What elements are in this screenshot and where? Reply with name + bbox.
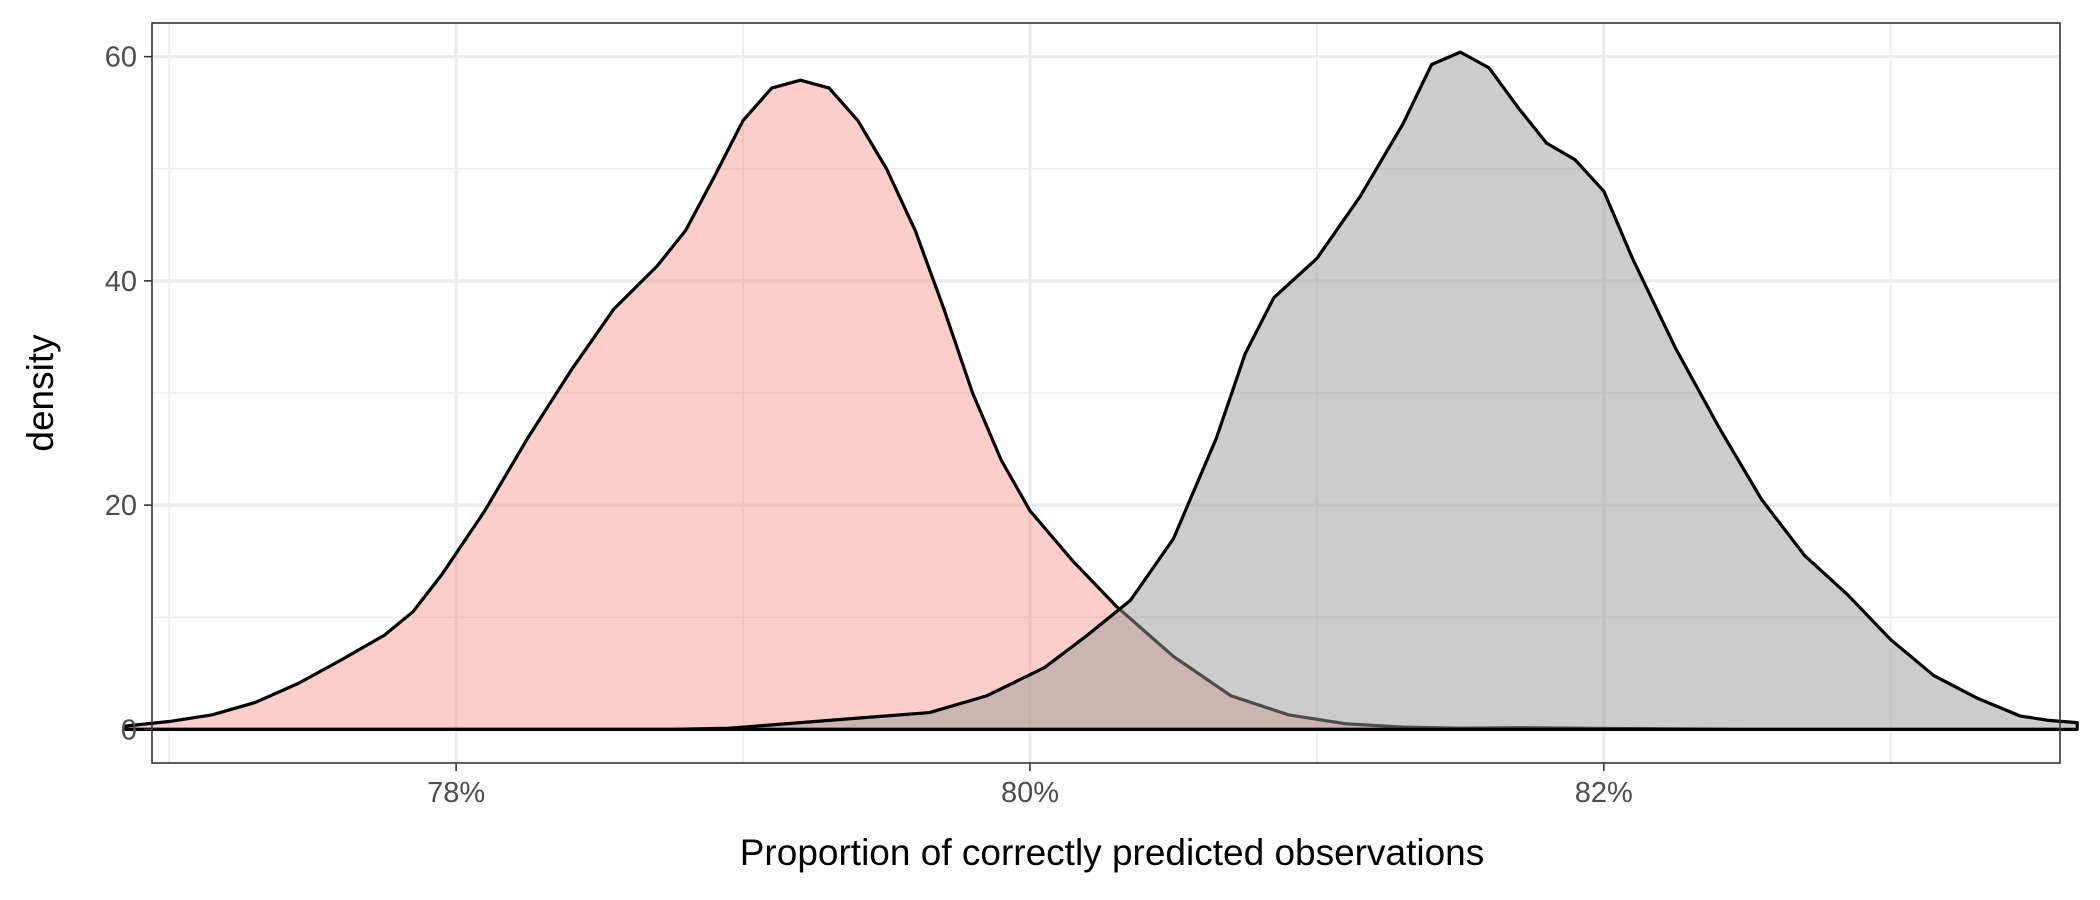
density-areas xyxy=(124,50,2079,731)
x-tick-label: 78% xyxy=(427,777,485,809)
panel-border xyxy=(151,22,2061,764)
x-tick-label: 80% xyxy=(1001,777,1059,809)
density-area-2 xyxy=(124,50,2079,731)
y-axis-title: density xyxy=(20,334,61,452)
x-tick-label: 82% xyxy=(1575,777,1633,809)
minor-gridlines xyxy=(152,23,2060,763)
y-tick-label: 40 xyxy=(105,266,137,298)
y-tick-label: 0 xyxy=(121,714,137,746)
x-axis-ticks: 78% 80% 82% xyxy=(427,763,1633,809)
y-tick-label: 20 xyxy=(105,490,137,522)
x-axis-title: Proportion of correctly predicted observ… xyxy=(740,832,1484,873)
y-axis-ticks: 0 20 40 60 xyxy=(105,42,152,746)
y-tick-label: 60 xyxy=(105,42,137,74)
